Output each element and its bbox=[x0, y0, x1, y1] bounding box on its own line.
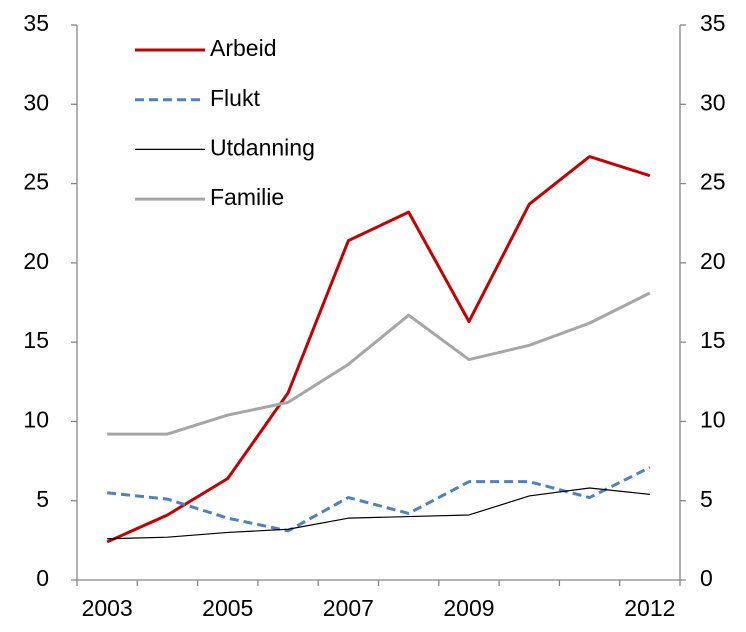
y-tick-label: 15 bbox=[23, 327, 49, 353]
legend-label: Utdanning bbox=[210, 134, 315, 160]
y-tick-label: 30 bbox=[23, 89, 49, 115]
y-tick-label: 0 bbox=[36, 565, 49, 591]
legend-label: Arbeid bbox=[210, 35, 276, 61]
y-tick-label: 35 bbox=[23, 10, 49, 36]
y2-tick-label: 35 bbox=[700, 10, 726, 36]
legend-label: Flukt bbox=[210, 85, 260, 111]
y2-tick-label: 30 bbox=[700, 89, 726, 115]
series-line bbox=[107, 487, 650, 540]
x-tick-label: 2012 bbox=[624, 595, 675, 621]
series-line bbox=[106, 155, 651, 544]
y-tick-label: 10 bbox=[23, 407, 49, 433]
y2-tick-label: 10 bbox=[700, 407, 726, 433]
legend-label: Familie bbox=[210, 184, 284, 210]
y2-tick-label: 0 bbox=[700, 565, 713, 591]
x-tick-label: 2003 bbox=[82, 595, 133, 621]
y2-tick-label: 25 bbox=[700, 169, 726, 195]
y2-tick-label: 5 bbox=[700, 486, 713, 512]
y-tick-label: 20 bbox=[23, 248, 49, 274]
x-tick-label: 2009 bbox=[443, 595, 494, 621]
y-tick-label: 5 bbox=[36, 486, 49, 512]
y2-tick-label: 20 bbox=[700, 248, 726, 274]
series-line bbox=[107, 291, 651, 436]
y-tick-label: 25 bbox=[23, 169, 49, 195]
x-tick-label: 2005 bbox=[202, 595, 253, 621]
series-line bbox=[106, 466, 651, 533]
x-tick-label: 2007 bbox=[323, 595, 374, 621]
y2-tick-label: 15 bbox=[700, 327, 726, 353]
